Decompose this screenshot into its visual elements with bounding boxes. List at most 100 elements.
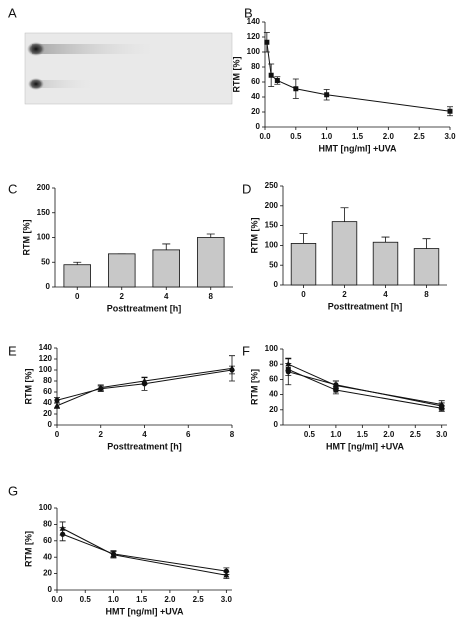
x-tick-label: 1.0 — [108, 595, 120, 604]
y-tick-label: 80 — [251, 62, 260, 71]
y-tick-label: 150 — [265, 221, 279, 230]
y-tick-label: 40 — [43, 398, 52, 407]
y-tick-label: 60 — [251, 77, 260, 86]
marker — [54, 402, 60, 408]
line — [288, 369, 442, 409]
x-tick-label: 2.5 — [410, 430, 422, 439]
line — [62, 528, 227, 576]
panel-label: A — [8, 5, 17, 20]
x-tick-label: 0.5 — [80, 595, 92, 604]
y-tick-label: 50 — [41, 257, 50, 266]
y-tick-label: 140 — [39, 343, 53, 352]
y-tick-label: 120 — [39, 354, 53, 363]
bar — [413, 248, 440, 286]
y-tick-label: 40 — [43, 552, 52, 561]
error-bar — [381, 236, 390, 243]
x-tick-label: 8 — [424, 290, 429, 299]
x-tick-label: 1.5 — [352, 132, 364, 141]
marker — [229, 365, 235, 371]
panel-label: D — [242, 181, 251, 196]
marker — [223, 568, 229, 574]
y-tick-label: 40 — [269, 390, 278, 399]
gel-image — [24, 32, 233, 105]
marker — [223, 572, 230, 578]
x-tick-label: 2.0 — [383, 430, 395, 439]
y-tick-label: 80 — [269, 359, 278, 368]
marker — [333, 382, 339, 388]
y-tick-label: 50 — [269, 260, 278, 269]
y-tick-label: 100 — [265, 344, 279, 353]
x-axis-label: HMT [ng/ml] +UVA — [318, 143, 397, 153]
marker — [59, 525, 66, 531]
error-bar — [340, 207, 349, 222]
y-axis-label: RTM [%] — [249, 369, 259, 405]
x-tick-label: 0.0 — [259, 132, 271, 141]
x-tick-label: 3.0 — [444, 132, 456, 141]
line — [56, 367, 233, 407]
x-tick-label: 8 — [230, 430, 235, 439]
x-tick-label: 2 — [120, 292, 125, 301]
y-tick-label: 200 — [265, 201, 279, 210]
y-tick-label: 150 — [37, 208, 51, 217]
x-tick-label: 8 — [209, 292, 214, 301]
x-tick-label: 2.5 — [414, 132, 426, 141]
x-tick-label: 6 — [186, 430, 191, 439]
bar — [63, 264, 92, 288]
x-tick-label: 0.0 — [51, 595, 63, 604]
marker — [439, 403, 445, 409]
x-tick-label: 1.5 — [357, 430, 369, 439]
y-axis-label: RTM [%] — [23, 369, 33, 405]
marker — [447, 108, 453, 114]
y-tick-label: 0 — [48, 420, 53, 429]
x-axis-label: Posttreatment [h] — [107, 303, 182, 313]
panel-label: F — [242, 343, 250, 358]
line — [62, 533, 227, 572]
y-tick-label: 20 — [43, 409, 52, 418]
y-axis-label: RTM [%] — [249, 218, 259, 254]
x-tick-label: 0 — [75, 292, 80, 301]
bar — [372, 241, 399, 286]
y-tick-label: 250 — [265, 181, 279, 190]
y-axis-label: RTM [%] — [23, 531, 33, 567]
error-bar — [206, 233, 215, 238]
bar — [331, 221, 358, 286]
bar — [290, 243, 317, 286]
marker — [293, 86, 299, 92]
panel-label: E — [8, 343, 17, 358]
x-tick-label: 0.5 — [304, 430, 316, 439]
panel-label: G — [8, 483, 18, 498]
line — [288, 363, 442, 405]
panel-label: C — [8, 181, 17, 196]
x-tick-label: 2 — [342, 290, 347, 299]
y-tick-label: 0 — [256, 122, 261, 131]
y-tick-label: 0 — [48, 585, 53, 594]
y-tick-label: 20 — [251, 107, 260, 116]
y-tick-label: 60 — [43, 536, 52, 545]
marker — [264, 39, 270, 45]
y-tick-label: 120 — [247, 32, 261, 41]
y-tick-label: 20 — [269, 405, 278, 414]
y-tick-label: 100 — [247, 47, 261, 56]
marker — [110, 551, 117, 557]
error-bar — [422, 238, 431, 249]
y-tick-label: 20 — [43, 569, 52, 578]
x-tick-label: 2.0 — [383, 132, 395, 141]
y-axis-label: RTM [%] — [231, 57, 241, 93]
y-axis-label: RTM [%] — [21, 220, 31, 256]
marker — [285, 369, 291, 375]
bar — [196, 237, 225, 288]
x-tick-label: 4 — [383, 290, 388, 299]
line — [266, 42, 451, 112]
marker — [274, 78, 280, 83]
marker — [54, 397, 60, 403]
line — [288, 371, 442, 407]
y-tick-label: 60 — [269, 375, 278, 384]
x-tick-label: 2.5 — [193, 595, 205, 604]
error-bar — [162, 243, 171, 250]
error-bar — [73, 261, 82, 265]
y-tick-label: 100 — [39, 503, 53, 512]
bar — [152, 249, 180, 288]
x-tick-label: 1.0 — [321, 132, 333, 141]
y-tick-label: 100 — [37, 233, 51, 242]
y-tick-label: 60 — [43, 387, 52, 396]
